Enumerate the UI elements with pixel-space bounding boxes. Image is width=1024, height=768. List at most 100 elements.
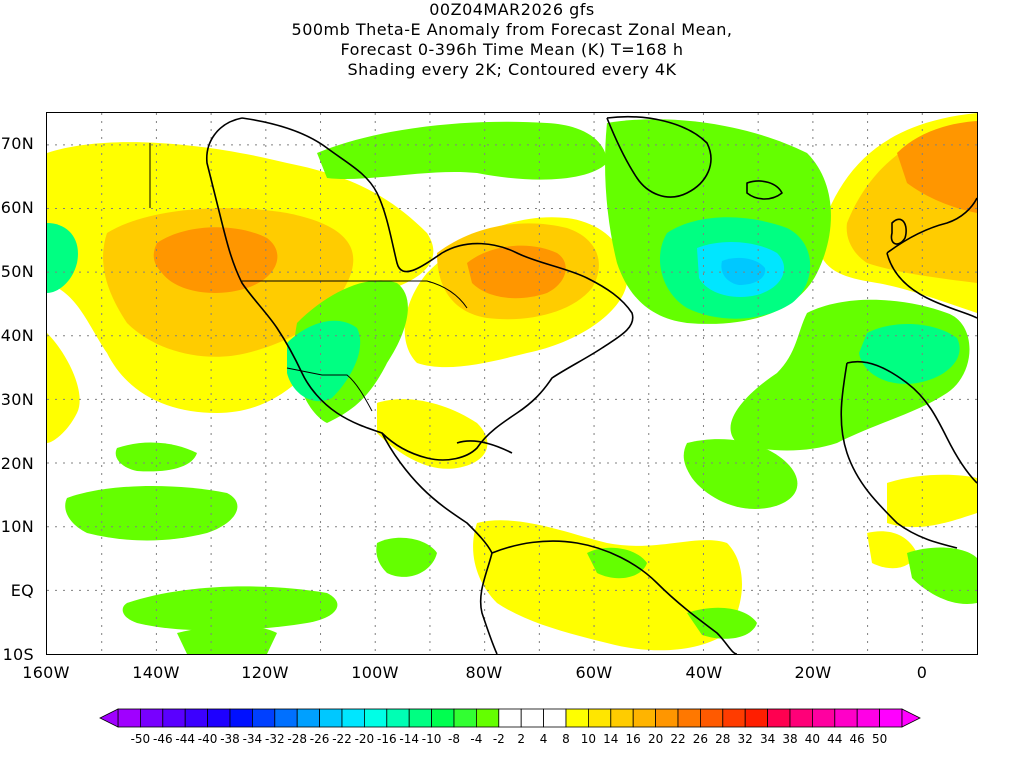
legend-tick-label: 22 bbox=[670, 732, 686, 746]
lat-label-10n: 10N bbox=[0, 517, 34, 536]
border-us-mexico bbox=[286, 367, 373, 412]
legend-swatch bbox=[274, 708, 298, 728]
legend-tick-label: 44 bbox=[827, 732, 843, 746]
legend-swatch bbox=[319, 708, 343, 728]
legend-swatch bbox=[386, 708, 410, 728]
legend-swatch bbox=[296, 708, 321, 728]
anomaly-yellow-west-africa bbox=[867, 531, 917, 569]
legend-swatch bbox=[139, 708, 164, 728]
legend-swatch bbox=[677, 708, 701, 728]
lon-label-20w: 20W bbox=[794, 663, 832, 682]
anomaly-dark-orange-alaska bbox=[153, 227, 278, 293]
negative-anomaly-core-layer bbox=[47, 217, 960, 402]
legend-swatch bbox=[207, 708, 231, 728]
legend-swatch bbox=[117, 708, 141, 728]
legend-tick-label: -2 bbox=[492, 732, 505, 746]
legend-tick-label: -40 bbox=[197, 732, 218, 746]
anomaly-dark-orange-canada bbox=[467, 245, 566, 299]
anomaly-green-arctic bbox=[317, 121, 607, 180]
lon-label-120w: 120W bbox=[241, 663, 289, 682]
lon-label-100w: 100W bbox=[351, 663, 399, 682]
legend-tick-label: -16 bbox=[376, 732, 397, 746]
lon-label-160w: 160W bbox=[22, 663, 70, 682]
legend-swatch bbox=[431, 708, 455, 728]
legend-tick-label: 20 bbox=[647, 732, 664, 746]
legend-swatch bbox=[610, 708, 634, 728]
legend-swatch bbox=[251, 708, 276, 728]
anomaly-green-atlantic-eq bbox=[687, 607, 757, 639]
legend-tick-label: 14 bbox=[603, 732, 619, 746]
legend-tick-label: -46 bbox=[152, 732, 173, 746]
anomaly-yellow-southamerica bbox=[473, 520, 742, 651]
chart-title: 00Z04MAR2026 gfs 500mb Theta-E Anomaly f… bbox=[0, 0, 1024, 80]
graticule-grid bbox=[47, 113, 977, 654]
positive-anomaly-core-layer bbox=[103, 121, 977, 357]
lat-label-10s: 10S bbox=[2, 645, 34, 664]
coastline-greenland bbox=[606, 115, 712, 198]
legend-swatch bbox=[475, 708, 500, 728]
legend-tick-label: -14 bbox=[399, 732, 419, 746]
coastline-cuba bbox=[456, 440, 513, 454]
legend-swatch bbox=[184, 708, 208, 728]
lon-label-140w: 140W bbox=[132, 663, 180, 682]
legend-tick-label: -34 bbox=[242, 732, 263, 746]
legend-swatch bbox=[543, 708, 567, 728]
anomaly-green-pacific-10n bbox=[65, 486, 238, 541]
legend-swatch bbox=[722, 708, 746, 728]
legend-tick-label: 8 bbox=[562, 732, 570, 746]
legend-tick-label: 4 bbox=[539, 732, 548, 746]
lon-label-0: 0 bbox=[916, 663, 928, 682]
coastline-europe bbox=[886, 197, 977, 319]
legend-swatch bbox=[520, 708, 545, 728]
title-line-1: 00Z04MAR2026 gfs bbox=[429, 0, 595, 19]
legend-tick-label: -10 bbox=[421, 732, 442, 746]
anomaly-mint-us-west bbox=[287, 320, 361, 402]
legend-swatch bbox=[229, 708, 253, 728]
legend-tick-label: -22 bbox=[332, 732, 352, 746]
lon-label-80w: 80W bbox=[465, 663, 503, 682]
coastline-iceland bbox=[746, 180, 783, 200]
legend-tick-label: 28 bbox=[715, 732, 731, 746]
legend-swatch bbox=[856, 708, 881, 728]
title-line-3: Forecast 0-396h Time Mean (K) T=168 h bbox=[340, 40, 684, 59]
legend-swatch bbox=[655, 708, 679, 728]
anomaly-green-atlantic-20n bbox=[683, 439, 798, 509]
legend-tick-label: 50 bbox=[871, 732, 888, 746]
legend-swatch bbox=[812, 708, 836, 728]
legend-swatch bbox=[453, 708, 477, 728]
map-panel bbox=[46, 112, 978, 655]
lat-label-60n: 60N bbox=[0, 198, 34, 217]
anomaly-dark-orange-europe bbox=[897, 121, 977, 213]
legend-tick-label: 10 bbox=[580, 732, 597, 746]
legend-tick-label: 26 bbox=[692, 732, 709, 746]
lat-label-eq: EQ bbox=[10, 581, 34, 600]
legend-tick-label: -20 bbox=[354, 732, 375, 746]
legend-tick-label: 40 bbox=[804, 732, 821, 746]
anomaly-green-caribbean bbox=[587, 547, 647, 579]
legend-tick-label: -50 bbox=[130, 732, 151, 746]
legend-swatch bbox=[498, 708, 522, 728]
legend-swatch bbox=[632, 708, 657, 728]
legend-swatch bbox=[879, 708, 903, 728]
coastline-uk bbox=[890, 218, 907, 245]
anomaly-yellow-caribbean bbox=[377, 399, 488, 469]
lat-label-30n: 30N bbox=[0, 390, 34, 409]
legend-tick-label: 38 bbox=[782, 732, 798, 746]
legend-swatch bbox=[408, 708, 433, 728]
lat-label-40n: 40N bbox=[0, 326, 34, 345]
legend-swatch bbox=[588, 708, 612, 728]
anomaly-mint-pacific-west bbox=[47, 223, 78, 293]
anomaly-green-central-pacific bbox=[376, 537, 437, 577]
legend-arrow-right bbox=[901, 708, 921, 728]
coastline-layer bbox=[206, 115, 977, 654]
legend-tick-label: -38 bbox=[220, 732, 240, 746]
legend-tick-label: -26 bbox=[309, 732, 330, 746]
anomaly-blue-atlantic-core bbox=[721, 257, 766, 285]
legend-swatch bbox=[565, 708, 589, 728]
anomaly-green-pacific-eq bbox=[122, 586, 338, 631]
color-legend-bar bbox=[99, 708, 921, 728]
legend-tick-label: 32 bbox=[737, 732, 753, 746]
title-line-2: 500mb Theta-E Anomaly from Forecast Zona… bbox=[291, 20, 733, 39]
anomaly-green-pacific-20n bbox=[115, 442, 197, 472]
anomaly-yellow-africa bbox=[887, 474, 977, 528]
